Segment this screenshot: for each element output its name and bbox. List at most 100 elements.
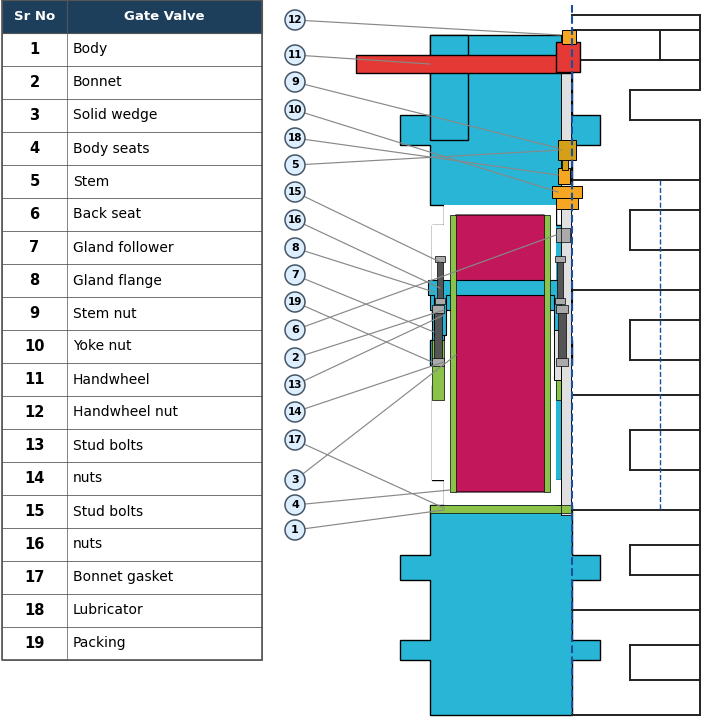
Bar — [558, 168, 570, 184]
Bar — [2, 231, 262, 264]
Text: 16: 16 — [24, 537, 45, 552]
Text: 2: 2 — [291, 353, 299, 363]
Bar — [555, 298, 565, 304]
Bar — [556, 228, 570, 242]
Polygon shape — [430, 290, 572, 340]
Bar — [556, 305, 568, 313]
Text: Body seats: Body seats — [73, 141, 150, 156]
Text: 11: 11 — [288, 50, 302, 60]
Bar — [2, 627, 262, 660]
Bar — [432, 305, 444, 313]
Bar — [2, 561, 262, 594]
Bar — [2, 594, 262, 627]
Bar — [562, 160, 568, 170]
Circle shape — [285, 495, 305, 515]
Text: 12: 12 — [24, 405, 45, 420]
Circle shape — [285, 72, 305, 92]
Text: 1: 1 — [29, 42, 40, 57]
Bar — [2, 363, 262, 396]
Text: 7: 7 — [291, 270, 299, 280]
Text: 10: 10 — [288, 105, 302, 115]
Bar — [435, 298, 445, 304]
Text: Stud bolts: Stud bolts — [73, 505, 143, 518]
Polygon shape — [428, 280, 572, 335]
Bar — [2, 33, 262, 66]
Circle shape — [285, 10, 305, 30]
Circle shape — [285, 45, 305, 65]
Text: Stem: Stem — [73, 174, 109, 189]
Text: Stem nut: Stem nut — [73, 307, 136, 320]
Text: 16: 16 — [288, 215, 302, 225]
Text: Gland flange: Gland flange — [73, 274, 162, 287]
Circle shape — [285, 348, 305, 368]
Bar — [2, 495, 262, 528]
Circle shape — [285, 265, 305, 285]
Text: 5: 5 — [291, 160, 299, 170]
Circle shape — [285, 182, 305, 202]
Circle shape — [285, 128, 305, 148]
Bar — [450, 215, 456, 492]
Text: Handwheel: Handwheel — [73, 373, 151, 386]
Text: 14: 14 — [288, 407, 302, 417]
Circle shape — [285, 470, 305, 490]
Text: 15: 15 — [24, 504, 45, 519]
Circle shape — [285, 210, 305, 230]
Text: 7: 7 — [29, 240, 40, 255]
Text: Sr No: Sr No — [14, 10, 55, 23]
Bar — [2, 429, 262, 462]
Bar — [435, 256, 445, 262]
Text: 11: 11 — [24, 372, 45, 387]
Text: 8: 8 — [29, 273, 40, 288]
Text: 2: 2 — [29, 75, 40, 90]
Text: nuts: nuts — [73, 472, 103, 485]
Text: 19: 19 — [24, 636, 45, 651]
Text: 6: 6 — [29, 207, 40, 222]
Circle shape — [285, 155, 305, 175]
Text: Handwheel nut: Handwheel nut — [73, 406, 178, 419]
Bar — [2, 462, 262, 495]
Bar — [2, 297, 262, 330]
Text: 13: 13 — [288, 380, 302, 390]
Bar — [557, 260, 563, 300]
Text: Body: Body — [73, 42, 108, 57]
Text: 18: 18 — [288, 133, 302, 143]
Polygon shape — [432, 205, 568, 505]
Text: 17: 17 — [24, 570, 45, 585]
Text: 5: 5 — [29, 174, 40, 189]
Bar — [437, 260, 443, 300]
Text: 19: 19 — [288, 297, 302, 307]
Text: 4: 4 — [29, 141, 40, 156]
Bar — [430, 505, 572, 513]
Text: 9: 9 — [291, 77, 299, 87]
Circle shape — [285, 402, 305, 422]
Circle shape — [285, 292, 305, 312]
Polygon shape — [400, 35, 600, 510]
Bar — [556, 42, 580, 72]
Bar — [544, 215, 550, 492]
Bar — [556, 358, 568, 366]
Text: Stud bolts: Stud bolts — [73, 439, 143, 452]
Text: 4: 4 — [291, 500, 299, 510]
Text: 3: 3 — [291, 475, 299, 485]
Text: Gland follower: Gland follower — [73, 241, 174, 254]
Polygon shape — [452, 215, 548, 492]
Bar — [2, 165, 262, 198]
Bar — [2, 264, 262, 297]
Bar — [2, 0, 262, 33]
Bar — [2, 132, 262, 165]
Text: 15: 15 — [288, 187, 302, 197]
Text: 10: 10 — [24, 339, 45, 354]
Circle shape — [285, 375, 305, 395]
Bar — [558, 310, 566, 360]
Text: 14: 14 — [24, 471, 45, 486]
Bar — [2, 198, 262, 231]
Bar — [2, 99, 262, 132]
Bar — [555, 256, 565, 262]
Text: 3: 3 — [29, 108, 40, 123]
Bar — [432, 340, 444, 400]
Polygon shape — [430, 35, 468, 140]
Text: 18: 18 — [24, 603, 45, 618]
Text: Back seat: Back seat — [73, 208, 141, 221]
Bar — [2, 330, 262, 363]
Circle shape — [285, 320, 305, 340]
